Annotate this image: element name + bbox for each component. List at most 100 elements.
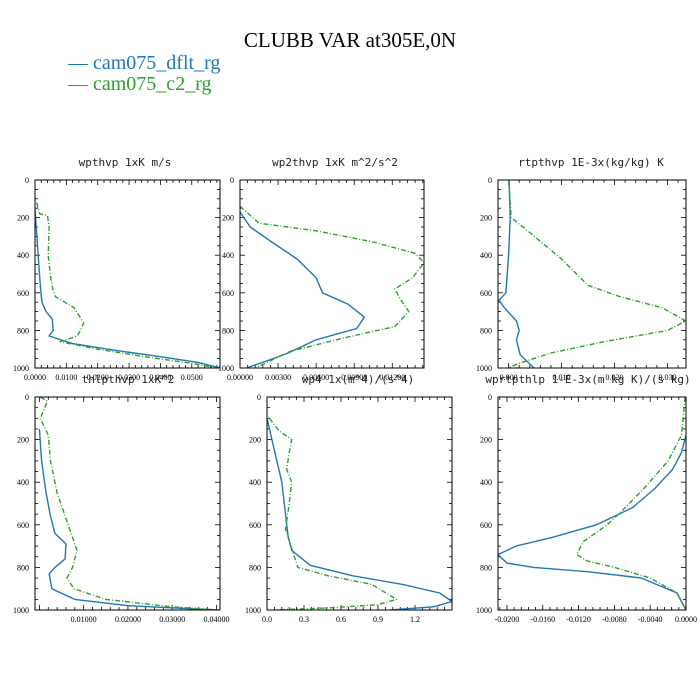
x-tick-label: 0.00000: [227, 373, 253, 382]
y-tick-label: 600: [480, 521, 492, 530]
x-tick-label: 1.2: [410, 615, 420, 624]
y-tick-label: 800: [249, 563, 261, 572]
y-tick-label: 800: [480, 563, 492, 572]
x-tick-label: 0.00300: [265, 373, 291, 382]
y-tick-label: 0: [488, 393, 492, 402]
figure-title: CLUBB VAR at305E,0N: [243, 28, 457, 52]
series-line-dflt: [38, 428, 219, 610]
series-line-c2: [507, 180, 686, 368]
x-tick-label: -0.0160: [530, 615, 555, 624]
y-tick-label: 0: [25, 176, 29, 185]
y-tick-label: 400: [480, 478, 492, 487]
y-tick-label: 600: [222, 289, 234, 298]
series-line-c2: [268, 417, 398, 610]
y-tick-label: 0: [257, 393, 261, 402]
y-tick-label: 200: [480, 214, 492, 223]
y-tick-label: 200: [17, 436, 29, 445]
x-tick-label: 0.01200: [379, 373, 405, 382]
y-tick-label: 0: [488, 176, 492, 185]
legend-item-c2: — cam075_c2_rg: [68, 73, 212, 95]
y-tick-label: 800: [222, 326, 234, 335]
x-tick-label: 0.03000: [159, 615, 185, 624]
panel-6: wprtpthlp 1-E-3x(m kg K)/(s kg) 0 200 400 60…: [476, 373, 697, 624]
x-tick-label: 0.000: [500, 373, 518, 382]
x-tick-label: 0.0300: [118, 373, 140, 382]
x-tick-label: 0.0: [262, 615, 272, 624]
series-line-dflt: [267, 418, 452, 610]
x-tick-label: 0.00900: [341, 373, 367, 382]
y-tick-label: 200: [17, 214, 29, 223]
series-line-c2: [35, 202, 218, 368]
y-tick-label: 400: [17, 478, 29, 487]
y-tick-label: 400: [480, 251, 492, 260]
series-line-c2: [576, 397, 686, 610]
y-tick-label: 0: [25, 393, 29, 402]
y-tick-label: 200: [222, 214, 234, 223]
x-tick-label: -0.0120: [566, 615, 591, 624]
x-tick-label: 0.00600: [303, 373, 329, 382]
legend-item-dflt: — cam075_dflt_rg: [68, 52, 221, 74]
panel-title: wprtpthlp 1-E-3x(m kg K)/(s kg): [485, 373, 690, 386]
x-tick-label: -0.0200: [495, 615, 520, 624]
plot-frame: [497, 179, 687, 369]
x-tick-label: 0.0000: [24, 373, 46, 382]
x-tick-label: 0.0400: [149, 373, 171, 382]
series-line-c2: [39, 397, 219, 610]
plot-frame: [266, 396, 453, 611]
y-tick-label: 800: [17, 326, 29, 335]
plot-frame: [239, 179, 425, 369]
x-tick-label: 0.6: [336, 615, 346, 624]
y-tick-label: 1000: [245, 606, 261, 615]
y-tick-label: 400: [222, 251, 234, 260]
x-tick-label: 0.04000: [203, 615, 229, 624]
x-tick-label: 0.020: [606, 373, 624, 382]
y-tick-label: 1000: [13, 364, 29, 373]
y-tick-label: 400: [17, 251, 29, 260]
series-line-dflt: [498, 435, 686, 610]
y-tick-label: 1000: [476, 606, 492, 615]
x-tick-label: 0.0200: [87, 373, 109, 382]
series-line-c2: [240, 205, 424, 368]
x-tick-label: 0.0100: [55, 373, 77, 382]
y-tick-label: 600: [480, 289, 492, 298]
x-tick-label: 0.010: [553, 373, 571, 382]
y-tick-label: 600: [17, 289, 29, 298]
panel-title: wpthvp 1xK m/s: [79, 156, 172, 169]
x-tick-label: 0.9: [373, 615, 383, 624]
plot-frame: [497, 396, 687, 611]
y-tick-label: 1000: [476, 364, 492, 373]
x-tick-label: 0.02000: [115, 615, 141, 624]
panel-4: thlpthvp 1xK^2 0 200 400 600 800 1000 0.01000 0.…: [13, 373, 229, 624]
plot-frame: [34, 179, 221, 369]
x-tick-label: 0.030: [658, 373, 676, 382]
x-tick-label: 0.0000: [675, 615, 697, 624]
panel-title: thlpthvp 1xK^2: [82, 373, 175, 386]
panel-title: rtpthvp 1E-3x(kg/kg) K: [518, 156, 664, 169]
y-tick-label: 200: [249, 436, 261, 445]
y-tick-label: 200: [480, 436, 492, 445]
y-tick-label: 0: [230, 176, 234, 185]
y-tick-label: 1000: [13, 606, 29, 615]
x-tick-label: 0.0500: [181, 373, 203, 382]
x-tick-label: -0.0040: [638, 615, 663, 624]
series-line-dflt: [498, 180, 535, 368]
y-tick-label: 400: [249, 478, 261, 487]
x-tick-label: 0.01000: [71, 615, 97, 624]
panel-2: wp2thvp 1xK m^2/s^2020040060080010000.00…: [218, 156, 425, 382]
y-tick-label: 600: [17, 521, 29, 530]
y-tick-label: 1000: [218, 364, 234, 373]
series-line-dflt: [35, 210, 220, 368]
y-tick-label: 600: [249, 521, 261, 530]
x-tick-label: 0.3: [299, 615, 309, 624]
y-tick-label: 800: [480, 326, 492, 335]
panel-title: wp4 1x(m^4)/(s^4): [302, 373, 415, 386]
plot-frame: [34, 396, 221, 611]
series-line-dflt: [240, 211, 366, 368]
y-tick-label: 800: [17, 563, 29, 572]
x-tick-label: -0.0080: [602, 615, 627, 624]
panel-title: wp2thvp 1xK m^2/s^2: [272, 156, 398, 169]
